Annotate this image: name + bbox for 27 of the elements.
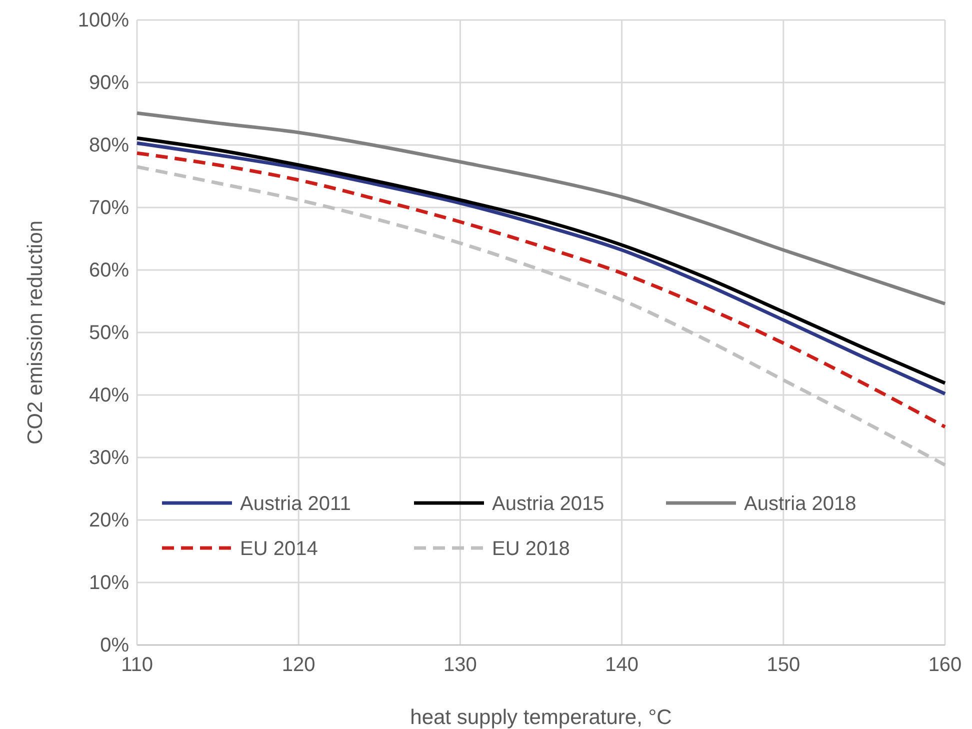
y-tick-label: 60% [88, 259, 130, 282]
line-series [135, 151, 947, 429]
y-axis-title: CO2 emission reduction [24, 220, 47, 445]
y-tick-label: 50% [88, 322, 130, 344]
x-tick-label: 150 [766, 654, 800, 676]
y-tick-label: 0% [100, 634, 130, 656]
y-tick-label: 100% [78, 9, 130, 32]
y-tick-label: 10% [88, 572, 130, 594]
x-tick-label: 130 [444, 654, 477, 676]
legend-label: EU 2018 [492, 538, 570, 560]
legend-label: EU 2014 [240, 538, 318, 560]
y-tick-label: 30% [88, 446, 130, 469]
legend-label: Austria 2011 [240, 493, 351, 515]
line-series [135, 111, 947, 306]
y-tick-label: 80% [88, 134, 130, 156]
x-axis-title: heat supply temperature, °C [410, 706, 672, 729]
y-tick-label: 40% [88, 384, 130, 406]
x-tick-label: 120 [282, 654, 316, 676]
legend-label: Austria 2018 [744, 493, 856, 515]
x-tick-label: 160 [928, 654, 962, 676]
legend-label: Austria 2015 [492, 493, 604, 515]
x-tick-label: 140 [605, 654, 638, 676]
y-tick-label: 90% [88, 72, 130, 94]
x-tick-label: 110 [121, 654, 153, 676]
y-tick-label: 70% [88, 196, 130, 219]
y-tick-label: 20% [88, 509, 130, 532]
line-series [135, 165, 947, 467]
